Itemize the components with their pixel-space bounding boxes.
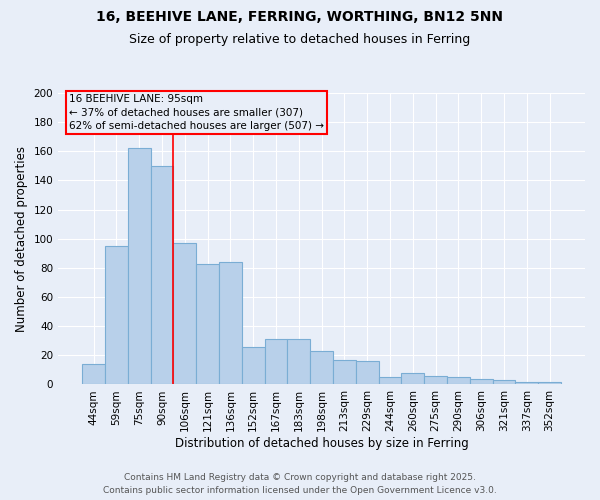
Bar: [379, 377, 401, 384]
Bar: [356, 361, 379, 384]
Text: Size of property relative to detached houses in Ferring: Size of property relative to detached ho…: [130, 32, 470, 46]
Bar: [219, 262, 242, 384]
Bar: [265, 340, 287, 384]
Text: 16 BEEHIVE LANE: 95sqm
← 37% of detached houses are smaller (307)
62% of semi-de: 16 BEEHIVE LANE: 95sqm ← 37% of detached…: [69, 94, 324, 131]
Text: Contains HM Land Registry data © Crown copyright and database right 2025.
Contai: Contains HM Land Registry data © Crown c…: [103, 474, 497, 495]
Bar: [493, 380, 515, 384]
Bar: [470, 378, 493, 384]
Bar: [287, 340, 310, 384]
Bar: [401, 373, 424, 384]
Bar: [538, 382, 561, 384]
Bar: [447, 377, 470, 384]
Bar: [242, 346, 265, 385]
Bar: [82, 364, 105, 384]
Bar: [128, 148, 151, 384]
Bar: [151, 166, 173, 384]
Bar: [424, 376, 447, 384]
X-axis label: Distribution of detached houses by size in Ferring: Distribution of detached houses by size …: [175, 437, 469, 450]
Bar: [173, 243, 196, 384]
Text: 16, BEEHIVE LANE, FERRING, WORTHING, BN12 5NN: 16, BEEHIVE LANE, FERRING, WORTHING, BN1…: [97, 10, 503, 24]
Bar: [196, 264, 219, 384]
Bar: [105, 246, 128, 384]
Bar: [310, 351, 333, 384]
Y-axis label: Number of detached properties: Number of detached properties: [15, 146, 28, 332]
Bar: [333, 360, 356, 384]
Bar: [515, 382, 538, 384]
